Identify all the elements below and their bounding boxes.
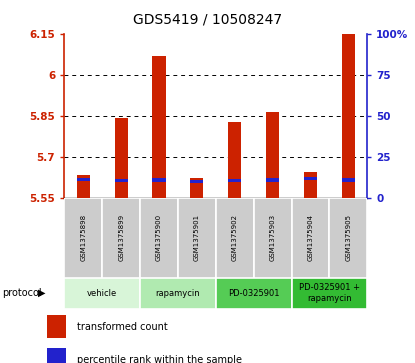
Bar [47, 315, 66, 338]
Text: transformed count: transformed count [77, 322, 168, 332]
Bar [216, 278, 291, 309]
Text: GSM1375904: GSM1375904 [308, 214, 313, 261]
Text: PD-0325901 +
rapamycin: PD-0325901 + rapamycin [299, 284, 360, 303]
Bar [140, 278, 216, 309]
Text: protocol: protocol [2, 288, 42, 298]
Bar [77, 175, 90, 198]
Bar [64, 278, 140, 309]
Bar [178, 198, 216, 278]
Bar [102, 198, 140, 278]
Text: PD-0325901: PD-0325901 [228, 289, 279, 298]
Bar [190, 178, 203, 198]
Text: GSM1375902: GSM1375902 [232, 214, 238, 261]
Text: GSM1375901: GSM1375901 [194, 214, 200, 261]
Bar [330, 198, 367, 278]
Text: GSM1375900: GSM1375900 [156, 214, 162, 261]
Text: percentile rank within the sample: percentile rank within the sample [77, 355, 242, 363]
Bar [228, 179, 242, 182]
Bar [190, 180, 203, 183]
Bar [266, 112, 279, 198]
Bar [152, 178, 166, 182]
Text: GSM1375899: GSM1375899 [118, 214, 124, 261]
Bar [266, 178, 279, 182]
Text: ▶: ▶ [38, 288, 45, 298]
Bar [304, 177, 317, 180]
Bar [47, 348, 66, 363]
Text: GSM1375898: GSM1375898 [80, 214, 86, 261]
Bar [342, 2, 355, 198]
Text: vehicle: vehicle [87, 289, 117, 298]
Bar [115, 179, 128, 182]
Bar [216, 198, 254, 278]
Bar [228, 122, 242, 198]
Bar [140, 198, 178, 278]
Bar [254, 198, 291, 278]
Text: rapamycin: rapamycin [156, 289, 200, 298]
Bar [115, 118, 128, 198]
Bar [291, 198, 330, 278]
Bar [64, 198, 102, 278]
Text: GSM1375905: GSM1375905 [345, 214, 352, 261]
Text: GSM1375903: GSM1375903 [270, 214, 276, 261]
Bar [304, 172, 317, 198]
Text: GDS5419 / 10508247: GDS5419 / 10508247 [133, 13, 282, 27]
Bar [291, 278, 367, 309]
Bar [152, 56, 166, 198]
Bar [77, 178, 90, 181]
Bar [342, 178, 355, 182]
